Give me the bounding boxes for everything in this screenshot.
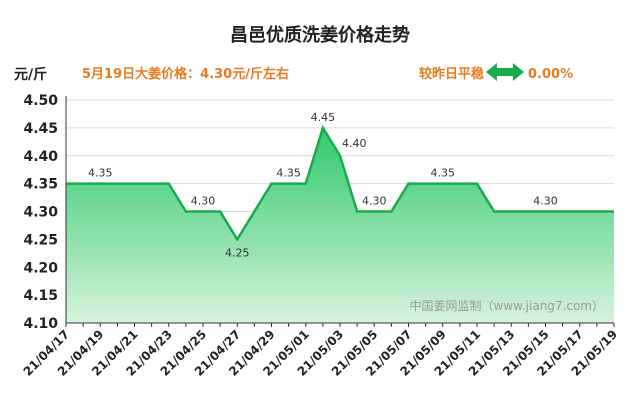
y-tick-label: 4.15 bbox=[23, 288, 58, 304]
y-tick-label: 4.40 bbox=[23, 149, 58, 165]
chart-title: 昌邑优质洗姜价格走势 bbox=[230, 24, 410, 46]
change-value: 0.00% bbox=[528, 67, 573, 82]
price-subtitle: 5月19日大姜价格：4.30元/斤左右 bbox=[82, 66, 289, 82]
change-subtitle: 较昨日平稳 bbox=[419, 66, 484, 82]
y-tick-label: 4.35 bbox=[23, 177, 58, 193]
data-label: 4.30 bbox=[362, 195, 387, 208]
y-axis-unit: 元/斤 bbox=[14, 66, 47, 83]
data-label: 4.30 bbox=[533, 195, 558, 208]
y-tick-label: 4.45 bbox=[23, 121, 58, 137]
y-tick-label: 4.10 bbox=[23, 316, 58, 332]
data-label: 4.35 bbox=[276, 167, 301, 180]
data-label: 4.45 bbox=[311, 111, 336, 124]
area-fill bbox=[66, 124, 614, 323]
price-area bbox=[66, 127, 614, 323]
data-label: 4.30 bbox=[191, 195, 216, 208]
data-label: 4.35 bbox=[88, 167, 113, 180]
watermark: 中国姜网监制（www.jiang7.com） bbox=[410, 298, 604, 313]
data-label: 4.35 bbox=[431, 167, 456, 180]
data-labels: 4.35 4.30 4.25 4.35 4.45 4.40 4.30 4.35 4.30 bbox=[88, 111, 558, 260]
data-label: 4.25 bbox=[225, 246, 250, 259]
data-label: 4.40 bbox=[342, 137, 367, 150]
price-line bbox=[66, 124, 614, 242]
y-tick-label: 4.50 bbox=[23, 93, 58, 109]
double-arrow-icon bbox=[486, 63, 524, 81]
y-tick-label: 4.30 bbox=[23, 205, 58, 221]
y-tick-label: 4.20 bbox=[23, 260, 58, 276]
y-tick-label: 4.25 bbox=[23, 232, 58, 248]
